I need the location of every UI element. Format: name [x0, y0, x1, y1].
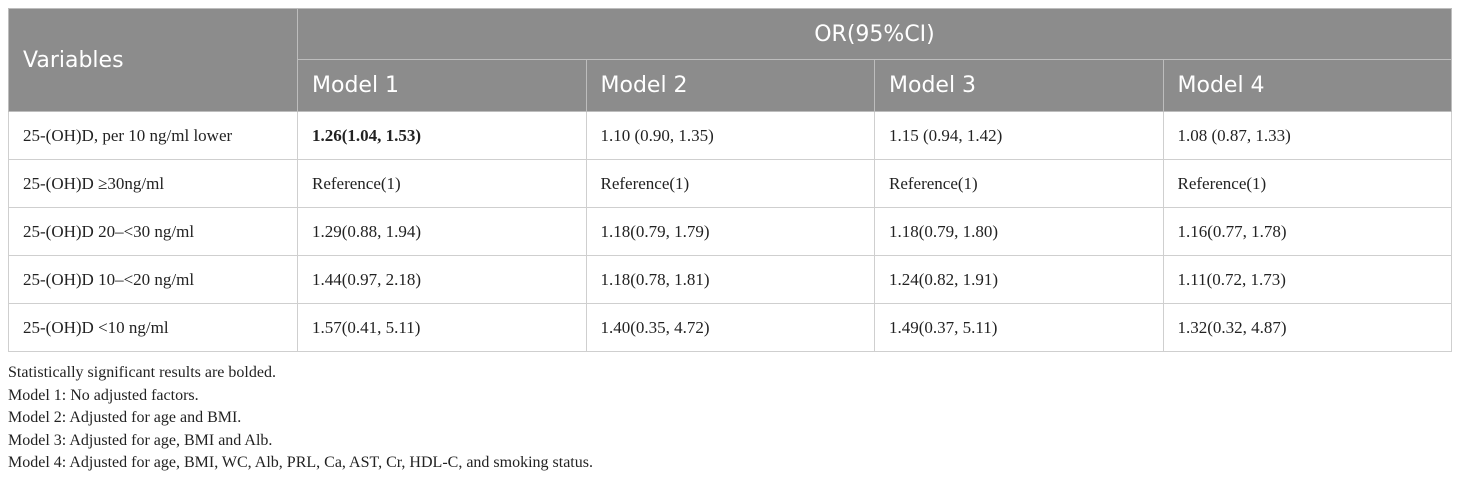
table-cell: 1.29(0.88, 1.94) [297, 207, 587, 256]
header-cell: OR(95%CI) [297, 8, 1452, 60]
table-cell: 1.44(0.97, 2.18) [297, 255, 587, 304]
footnote: Model 2: Adjusted for age and BMI. [8, 409, 242, 426]
footnote: Statistically significant results are bo… [8, 364, 276, 381]
results-table: Variables OR(95%CI) Model 1 Model 2 Model … [8, 8, 1452, 352]
table-cell: 1.32(0.32, 4.87) [1162, 303, 1452, 352]
table-cell: 25-(OH)D 10–<20 ng/ml [8, 255, 298, 304]
table-row: 25-(OH)D 20–<30 ng/ml 1.29(0.88, 1.94) 1.1… [8, 207, 1452, 256]
table-row: 25-(OH)D ≥30ng/ml Reference(1) Reference(1… [8, 159, 1452, 208]
table-cell: Reference(1) [297, 159, 587, 208]
header-cell: Model 2 [585, 59, 875, 112]
table-cell: Reference(1) [874, 159, 1164, 208]
header-cell: Variables [8, 8, 298, 112]
table-cell: 1.18(0.79, 1.80) [874, 207, 1164, 256]
table-cell: 1.16(0.77, 1.78) [1162, 207, 1452, 256]
table-cell: 25-(OH)D <10 ng/ml [8, 303, 298, 352]
table-cell: 25-(OH)D ≥30ng/ml [8, 159, 298, 208]
header-cell: Model 4 [1162, 59, 1452, 112]
table-cell: 1.10 (0.90, 1.35) [585, 111, 875, 160]
table-cell: 1.11(0.72, 1.73) [1162, 255, 1452, 304]
header-cell: Model 3 [874, 59, 1164, 112]
table-cell: Reference(1) [585, 159, 875, 208]
table-row: 25-(OH)D <10 ng/ml 1.57(0.41, 5.11) 1.40(0… [8, 303, 1452, 352]
footnotes: Statistically significant results are bo… [8, 362, 593, 475]
table-cell: 1.15 (0.94, 1.42) [874, 111, 1164, 160]
table-row: 25-(OH)D 10–<20 ng/ml 1.44(0.97, 2.18) 1.1… [8, 255, 1452, 304]
table-cell: 1.26(1.04, 1.53) [297, 111, 587, 160]
table-cell: 1.49(0.37, 5.11) [874, 303, 1164, 352]
table-cell: 1.57(0.41, 5.11) [297, 303, 587, 352]
footnote: Model 4: Adjusted for age, BMI, WC, Alb,… [8, 454, 593, 471]
header-cell: Model 1 [297, 59, 587, 112]
table-cell: Reference(1) [1162, 159, 1452, 208]
table-row: 25-(OH)D, per 10 ng/ml lower 1.26(1.04, 1… [8, 111, 1452, 160]
table-cell: 1.18(0.78, 1.81) [585, 255, 875, 304]
footnote: Model 1: No adjusted factors. [8, 386, 199, 404]
table-cell: 25-(OH)D, per 10 ng/ml lower [8, 111, 298, 160]
table-cell: 1.18(0.79, 1.79) [585, 207, 875, 256]
table-cell: 1.24(0.82, 1.91) [874, 255, 1164, 304]
table-cell: 1.40(0.35, 4.72) [585, 303, 875, 352]
table-cell: 25-(OH)D 20–<30 ng/ml [8, 207, 298, 256]
footnote: Model 3: Adjusted for age, BMI and Alb. [8, 431, 273, 449]
table-cell: 1.08 (0.87, 1.33) [1162, 111, 1452, 160]
